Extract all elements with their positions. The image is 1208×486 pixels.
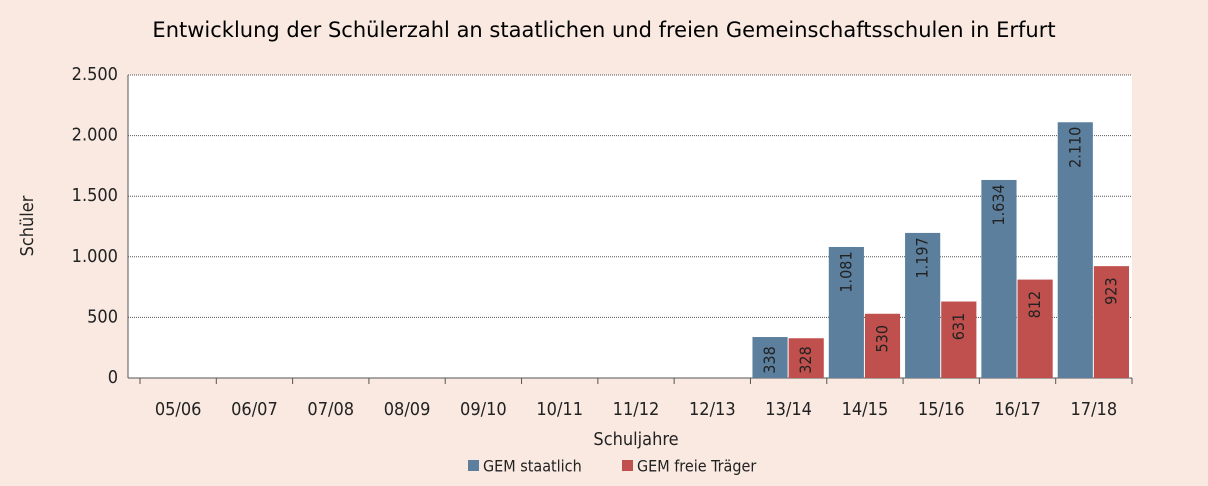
x-tick-label: 06/07 — [231, 399, 278, 420]
value-label: 1.197 — [913, 237, 932, 278]
y-tick-label: 0 — [108, 367, 118, 388]
legend-swatch — [468, 460, 479, 471]
bar — [905, 232, 941, 378]
bar — [752, 337, 788, 378]
x-tick-label: 07/08 — [307, 399, 354, 420]
x-axis-label: Schuljahre — [593, 429, 678, 450]
bar — [1017, 279, 1053, 378]
value-label: 328 — [796, 346, 815, 373]
bar — [864, 313, 901, 378]
y-tick-label: 2.000 — [72, 125, 118, 146]
y-tick-label: 1.000 — [72, 246, 118, 267]
bar — [788, 338, 824, 378]
y-axis-label: Schüler — [17, 195, 38, 256]
bar — [828, 246, 864, 378]
value-label: 812 — [1025, 291, 1044, 318]
bar — [1057, 122, 1093, 378]
value-label: 1.634 — [989, 184, 1008, 225]
value-label: 1.081 — [836, 251, 855, 292]
x-tick-label: 13/14 — [765, 399, 812, 420]
legend-label: GEM staatlich — [483, 457, 582, 476]
x-tick-label: 11/12 — [613, 399, 660, 420]
x-tick-label: 14/15 — [842, 399, 889, 420]
x-tick-label: 09/10 — [460, 399, 507, 420]
x-tick-label: 12/13 — [689, 399, 736, 420]
value-label: 923 — [1101, 277, 1120, 304]
x-tick-label: 05/06 — [155, 399, 202, 420]
y-tick-label: 1.500 — [72, 185, 118, 206]
chart-title: Entwicklung der Schülerzahl an staatlich… — [152, 18, 1056, 42]
x-tick-label: 17/18 — [1071, 399, 1118, 420]
x-tick-label: 10/11 — [536, 399, 583, 420]
x-tick-label: 16/17 — [994, 399, 1041, 420]
x-tick-label: 15/16 — [918, 399, 965, 420]
bar — [941, 301, 977, 378]
bar — [981, 179, 1017, 378]
value-label: 530 — [873, 325, 892, 352]
y-tick-label: 500 — [87, 306, 118, 327]
value-label: 631 — [949, 313, 968, 340]
value-label: 2.110 — [1065, 127, 1084, 168]
bar — [1093, 266, 1129, 378]
legend-label: GEM freie Träger — [637, 457, 756, 476]
value-label: 338 — [760, 346, 779, 373]
legend-swatch — [622, 460, 633, 471]
x-tick-label: 08/09 — [384, 399, 431, 420]
y-tick-label: 2.500 — [72, 64, 118, 85]
